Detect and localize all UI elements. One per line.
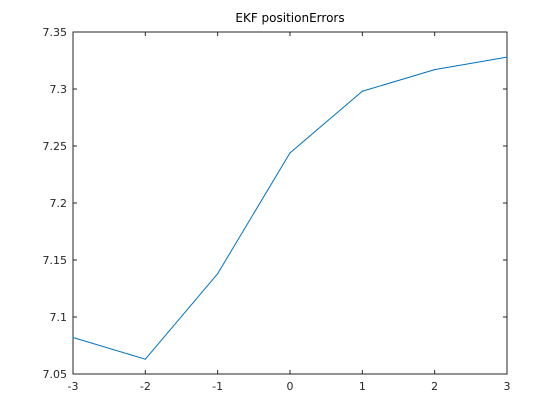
y-tick-label: 7.35 [43, 26, 68, 39]
data-point [506, 56, 508, 58]
chart-title: EKF positionErrors [235, 11, 344, 25]
x-tick-label: 3 [504, 380, 511, 393]
y-tick-label: 7.15 [43, 254, 68, 267]
y-tick-label: 7.3 [50, 83, 68, 96]
data-point [434, 69, 436, 71]
x-tick-label: -1 [212, 380, 223, 393]
y-tick-label: 7.25 [43, 140, 68, 153]
y-tick-label: 7.05 [43, 368, 68, 381]
x-tick-label: 0 [287, 380, 294, 393]
data-point [217, 273, 219, 275]
data-point [144, 358, 146, 360]
y-tick-label: 7.1 [50, 311, 68, 324]
data-point [289, 152, 291, 154]
x-tick-label: 1 [359, 380, 366, 393]
x-axis: -3 -2 -1 0 1 2 3 [68, 32, 511, 393]
y-axis: 7.05 7.1 7.15 7.2 7.25 7.3 7.35 [43, 26, 507, 381]
data-point [361, 90, 363, 92]
x-tick-label: 2 [431, 380, 438, 393]
x-tick-label: -2 [140, 380, 151, 393]
data-point [72, 336, 74, 339]
plot-area [72, 31, 508, 375]
x-tick-label: -3 [68, 380, 79, 393]
y-tick-label: 7.2 [50, 197, 68, 210]
series-layer [72, 56, 508, 360]
